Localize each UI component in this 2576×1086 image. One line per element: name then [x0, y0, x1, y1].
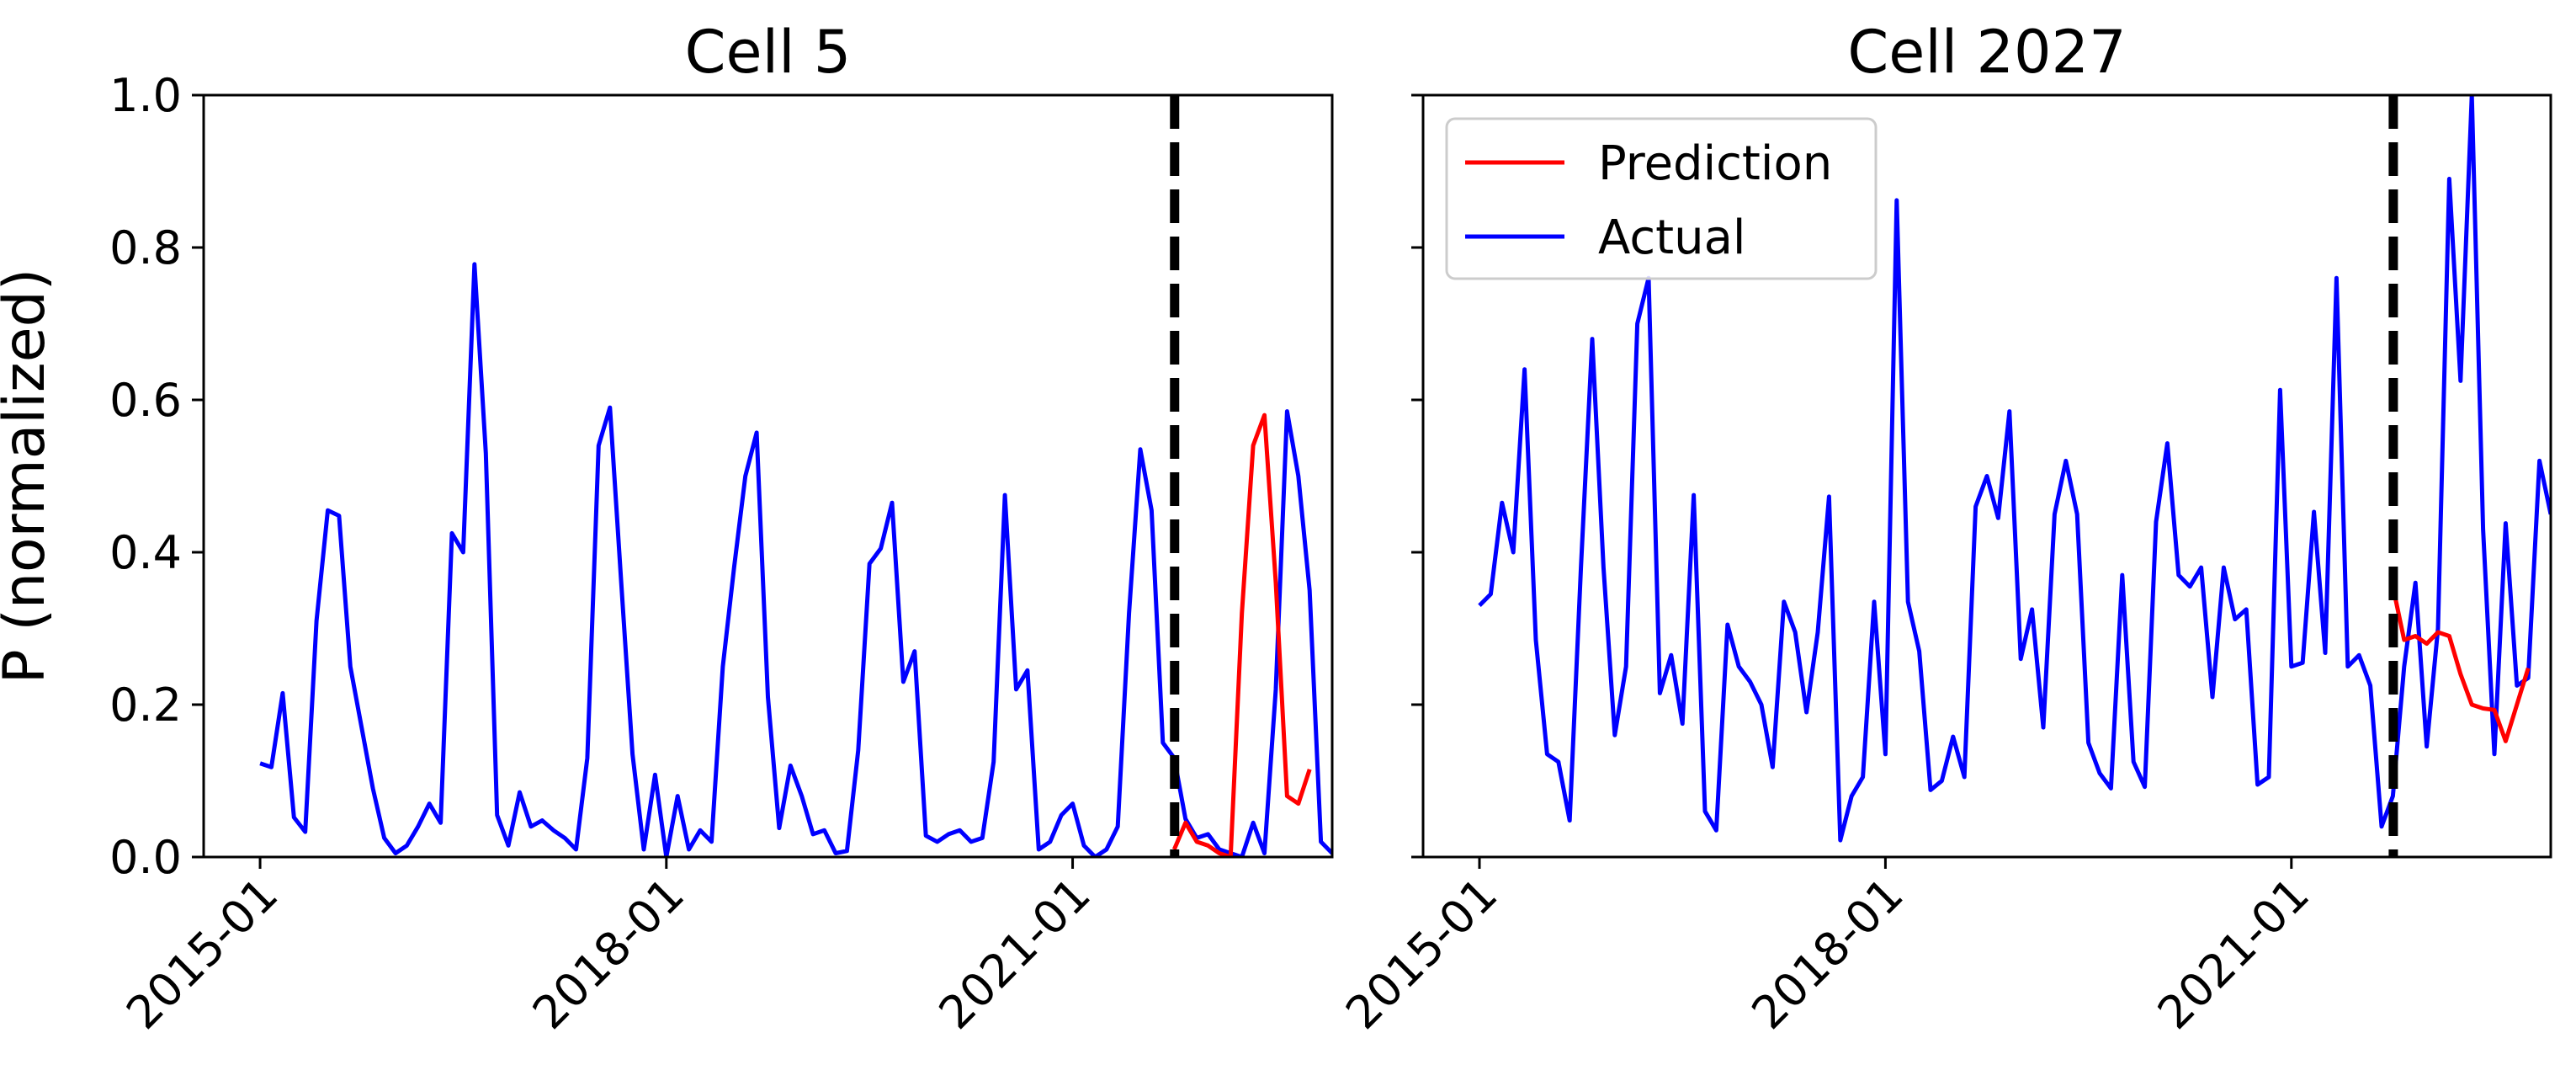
- series-line-prediction: [2390, 586, 2531, 743]
- legend-label-prediction: Prediction: [1598, 136, 1832, 191]
- y-tick-label: 0.8: [109, 221, 182, 274]
- y-tick-label: 0.0: [109, 831, 182, 884]
- x-tick-label: 2021-01: [2148, 868, 2319, 1040]
- legend-label-actual: Actual: [1598, 210, 1745, 265]
- x-tick-label: 2021-01: [929, 868, 1101, 1040]
- x-tick-label: 2015-01: [1336, 868, 1507, 1040]
- panel-2: Cell 2027 2015-01 2018-01 2021-01 Prediction…: [1336, 18, 2552, 1040]
- panel-1: Cell 5 0.0 0.2 0.4 0.6 0.8 1.0 P (normalized) 20…: [0, 18, 1334, 1040]
- series-line-actual: [259, 262, 1332, 857]
- plot-frame: [1421, 93, 2552, 859]
- series-line-prediction: [1171, 413, 1312, 857]
- y-tick-label: 1.0: [109, 69, 182, 122]
- y-tick-label: 0.2: [109, 679, 182, 732]
- x-tick-label: 2018-01: [523, 868, 694, 1040]
- panel-title: Cell 5: [685, 18, 852, 87]
- y-axis-label: P (normalized): [0, 269, 58, 684]
- legend: Prediction Actual: [1445, 117, 1878, 280]
- plot-frame: [202, 93, 1334, 859]
- y-tick-label: 0.6: [109, 374, 182, 427]
- x-tick-label: 2015-01: [116, 868, 288, 1040]
- series-line-actual: [1478, 95, 2551, 843]
- y-tick-label: 0.4: [109, 526, 182, 579]
- x-tick-label: 2018-01: [1742, 868, 1914, 1040]
- panel-title: Cell 2027: [1847, 18, 2126, 87]
